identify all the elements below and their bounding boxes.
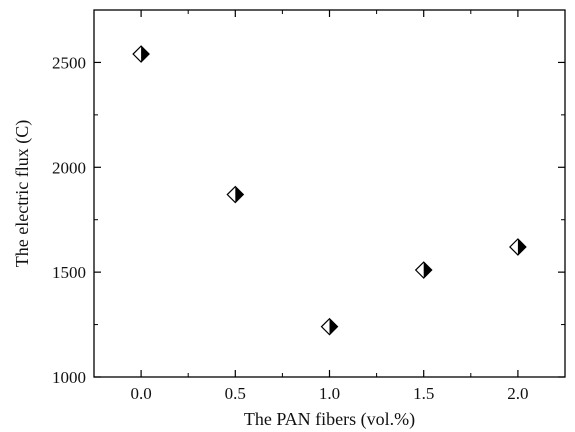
x-tick-label: 1.5 [413, 384, 434, 403]
x-axis-title: The PAN fibers (vol.%) [244, 409, 415, 430]
x-tick-label: 0.5 [225, 384, 246, 403]
data-point-filled-half [141, 46, 149, 62]
x-tick-label: 2.0 [507, 384, 528, 403]
x-tick-label: 0.0 [130, 384, 151, 403]
y-tick-label: 2000 [52, 158, 86, 177]
data-point [510, 239, 526, 255]
y-tick-label: 2500 [52, 53, 86, 72]
ticks-layer: 0.0 0.5 1.0 1.5 2.0 1000 1500 2000 2500 [52, 10, 565, 403]
data-point-filled-half [518, 239, 526, 255]
data-point [133, 46, 149, 62]
data-point [416, 262, 432, 278]
points-layer [133, 46, 526, 335]
data-point [322, 319, 338, 335]
data-point-filled-half [424, 262, 432, 278]
data-point-filled-half [235, 187, 243, 203]
x-tick-label: 1.0 [319, 384, 340, 403]
data-point-filled-half [330, 319, 338, 335]
y-axis-title: The electric flux (C) [12, 120, 33, 267]
y-tick-label: 1000 [52, 368, 86, 387]
data-point [227, 187, 243, 203]
y-tick-label: 1500 [52, 263, 86, 282]
